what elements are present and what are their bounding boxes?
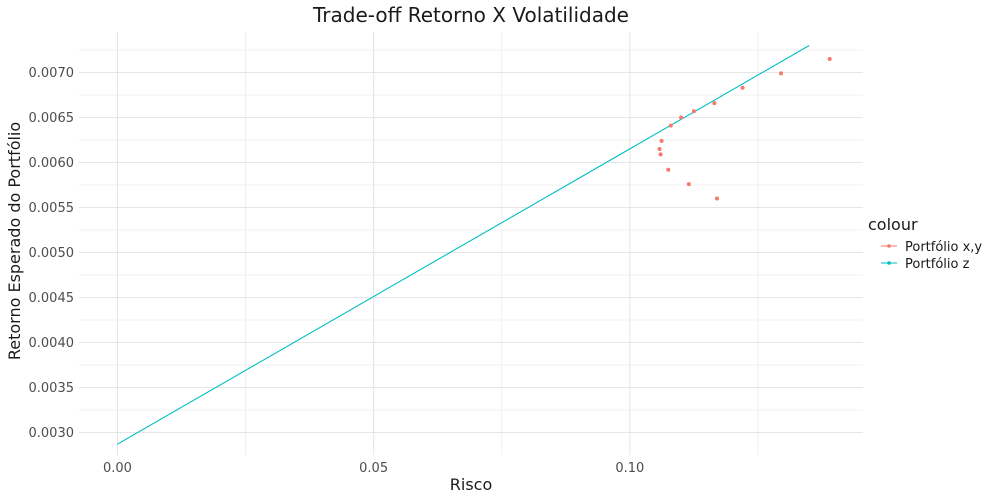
legend-title: colour: [868, 215, 918, 234]
y-tick-label: 0.0035: [29, 381, 75, 396]
y-tick-label: 0.0065: [29, 111, 75, 126]
data-point-portfolio-xy: [779, 71, 783, 76]
chart-title: Trade-off Retorno X Volatilidade: [312, 3, 629, 27]
x-axis-title: Risco: [450, 475, 492, 494]
legend-key-point: [887, 244, 891, 248]
data-point-portfolio-xy: [657, 147, 662, 151]
legend-label: Portfólio x,y: [905, 240, 982, 255]
legend-items: Portfólio x,y Portfólio z: [881, 240, 982, 272]
data-point-portfolio-xy: [679, 115, 684, 120]
legend-item: Portfólio x,y: [881, 240, 982, 255]
x-tick-label: 0.00: [103, 461, 132, 476]
x-axis-ticks: 0.00 0.05 0.10: [103, 461, 644, 476]
y-tick-label: 0.0070: [29, 66, 75, 81]
y-tick-label: 0.0060: [29, 156, 75, 171]
y-axis-title: Retorno Esperado do Portfólio: [5, 122, 24, 360]
y-tick-label: 0.0030: [29, 426, 75, 441]
data-point-portfolio-xy: [659, 138, 664, 143]
y-tick-label: 0.0050: [29, 246, 75, 261]
y-tick-label: 0.0055: [29, 201, 75, 216]
data-point-portfolio-xy: [712, 101, 717, 106]
x-tick-label: 0.10: [615, 461, 644, 476]
data-point-portfolio-xy: [740, 85, 745, 90]
data-point-portfolio-xy: [715, 196, 719, 201]
data-point-portfolio-xy: [691, 109, 696, 114]
y-axis-ticks: 0.0030 0.0035 0.0040 0.0045 0.0050 0.0055 0.00…: [29, 66, 75, 441]
y-tick-label: 0.0045: [29, 291, 75, 306]
legend-key-point: [887, 261, 891, 265]
data-point-portfolio-xy: [686, 182, 691, 187]
data-series: [117, 45, 832, 445]
data-point-portfolio-xy: [658, 152, 663, 157]
legend-label: Portfólio z: [905, 257, 970, 272]
legend: colour Portfólio x,y Portfólio z: [868, 215, 982, 272]
data-point-portfolio-xy: [827, 57, 832, 61]
grid-lines: [79, 32, 863, 455]
y-tick-label: 0.0040: [29, 336, 75, 351]
x-tick-label: 0.05: [359, 461, 388, 476]
legend-item: Portfólio z: [881, 257, 970, 272]
data-point-portfolio-xy: [668, 123, 673, 128]
data-point-portfolio-xy: [666, 167, 671, 172]
